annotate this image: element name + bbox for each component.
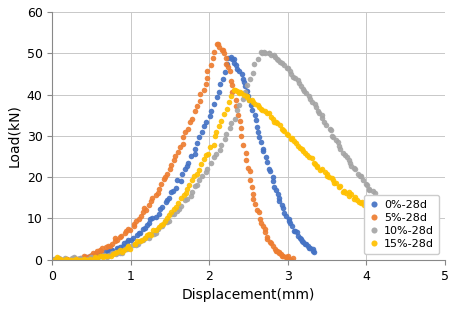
5%-28d [50, 258, 55, 262]
10%-28d [359, 178, 365, 182]
15%-28d [333, 181, 339, 185]
0%-28d [52, 257, 57, 261]
5%-28d [156, 187, 162, 191]
10%-28d [301, 89, 307, 93]
Line: 5%-28d: 5%-28d [50, 41, 295, 263]
Line: 10%-28d: 10%-28d [51, 49, 408, 263]
15%-28d [350, 197, 356, 201]
0%-28d [56, 257, 61, 261]
0%-28d [311, 250, 316, 254]
15%-28d [153, 228, 158, 232]
Y-axis label: Load(kN): Load(kN) [7, 104, 21, 167]
5%-28d [111, 239, 117, 243]
10%-28d [54, 258, 59, 262]
15%-28d [328, 176, 334, 180]
5%-28d [118, 234, 124, 238]
0%-28d [53, 258, 58, 262]
10%-28d [261, 50, 267, 53]
0%-28d [228, 55, 233, 59]
5%-28d [289, 256, 295, 260]
0%-28d [310, 249, 315, 253]
10%-28d [188, 194, 193, 197]
Legend: 0%-28d, 5%-28d, 10%-28d, 15%-28d: 0%-28d, 5%-28d, 10%-28d, 15%-28d [363, 195, 439, 254]
10%-28d [403, 223, 408, 227]
15%-28d [230, 88, 236, 92]
10%-28d [218, 144, 223, 147]
0%-28d [225, 56, 230, 59]
5%-28d [279, 254, 284, 258]
0%-28d [242, 84, 248, 88]
0%-28d [58, 258, 63, 262]
10%-28d [51, 257, 56, 261]
X-axis label: Displacement(mm): Displacement(mm) [182, 288, 315, 302]
15%-28d [394, 224, 400, 227]
10%-28d [169, 213, 175, 216]
10%-28d [327, 128, 333, 132]
0%-28d [213, 95, 219, 99]
15%-28d [382, 218, 387, 222]
5%-28d [66, 258, 71, 262]
5%-28d [278, 252, 283, 256]
15%-28d [200, 158, 206, 161]
15%-28d [51, 258, 56, 262]
Line: 0%-28d: 0%-28d [52, 54, 316, 263]
5%-28d [214, 42, 219, 46]
Line: 15%-28d: 15%-28d [51, 87, 400, 263]
